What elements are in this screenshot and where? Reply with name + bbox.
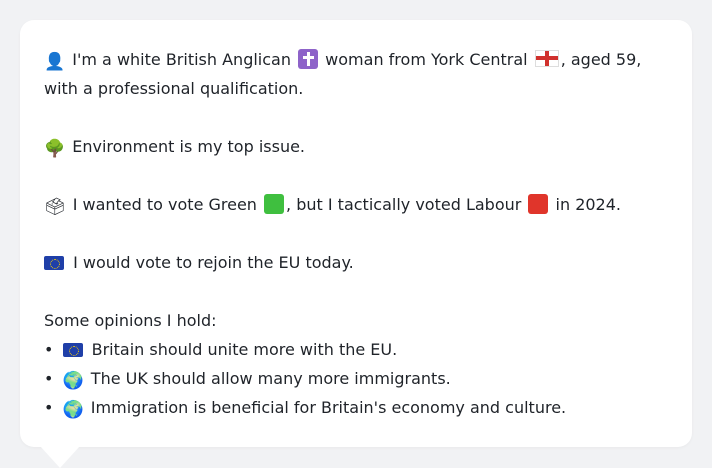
eu-flag-icon	[44, 256, 64, 270]
tree-icon: 🌳	[44, 139, 66, 159]
bullet: •	[44, 369, 54, 388]
bullet: •	[44, 398, 54, 417]
vote-text-a: I wanted to vote Green	[72, 195, 257, 214]
opinion-item: • 🌍 Immigration is beneficial for Britai…	[44, 393, 674, 422]
vote-text-c: in 2024.	[555, 195, 621, 214]
red-square-icon	[528, 194, 549, 214]
issue-line: 🌳 Environment is my top issue.	[44, 132, 674, 161]
vote-text-b: , but I tactically voted Labour	[286, 195, 522, 214]
ballot-box-icon: 🗳	[44, 197, 66, 217]
person-icon: 👤	[44, 52, 66, 72]
vote-line: 🗳 I wanted to vote Green , but I tactica…	[44, 190, 674, 219]
opinion-text: Britain should unite more with the EU.	[91, 340, 398, 359]
opinions-heading: Some opinions I hold:	[44, 311, 217, 330]
eu-line: I would vote to rejoin the EU today.	[44, 248, 674, 277]
persona-text: 👤 I'm a white British Anglican woman fro…	[44, 45, 674, 422]
opinion-text: The UK should allow many more immigrants…	[90, 369, 451, 388]
speech-bubble-pointer	[40, 446, 80, 468]
bullet: •	[44, 340, 54, 359]
opinion-item: • Britain should unite more with the EU.	[44, 335, 674, 364]
opinion-item: • 🌍 The UK should allow many more immigr…	[44, 364, 674, 393]
eu-flag-icon	[62, 343, 83, 357]
england-flag-icon	[534, 50, 559, 67]
identity-text-b: woman from York Central	[325, 50, 528, 69]
green-square-icon	[264, 194, 285, 214]
eu-text: I would vote to rejoin the EU today.	[73, 253, 354, 272]
opinion-text: Immigration is beneficial for Britain's …	[90, 398, 567, 417]
identity-line: 👤 I'm a white British Anglican woman fro…	[44, 45, 674, 74]
globe-icon: 🌍	[62, 400, 84, 420]
latin-cross-icon	[298, 49, 319, 69]
issue-text: Environment is my top issue.	[72, 137, 306, 156]
globe-icon: 🌍	[62, 371, 84, 391]
qualification-line: with a professional qualification.	[44, 79, 304, 98]
persona-card: 👤 I'm a white British Anglican woman fro…	[20, 20, 692, 447]
identity-text-a: I'm a white British Anglican	[72, 50, 291, 69]
identity-text-c: , aged 59,	[560, 50, 642, 69]
